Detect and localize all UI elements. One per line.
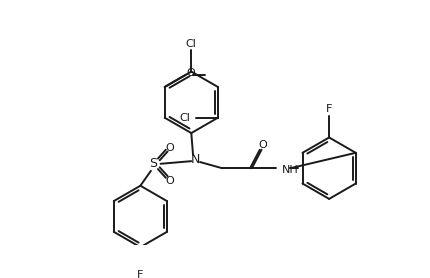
Text: N: N	[191, 153, 200, 166]
Text: F: F	[137, 270, 144, 278]
Text: S: S	[150, 157, 157, 170]
Text: O: O	[258, 140, 267, 150]
Text: O: O	[165, 143, 174, 153]
Text: Cl: Cl	[180, 113, 190, 123]
Text: NH: NH	[282, 165, 298, 175]
Text: F: F	[326, 104, 332, 114]
Text: Cl: Cl	[186, 39, 197, 49]
Text: O: O	[165, 176, 174, 186]
Text: O: O	[186, 68, 195, 78]
